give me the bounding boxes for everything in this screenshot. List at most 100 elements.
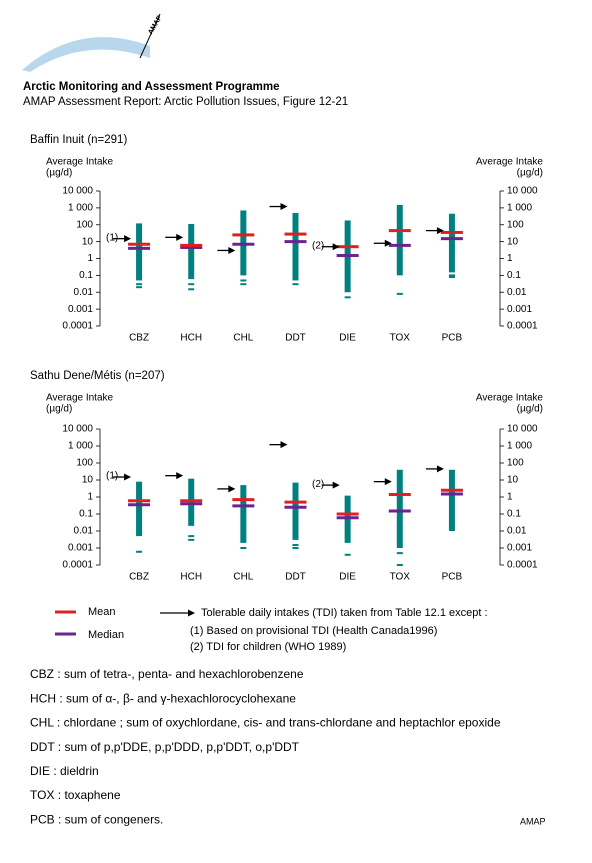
mean-mark	[284, 500, 307, 504]
tdi-arrow	[113, 473, 132, 481]
outlier	[344, 553, 351, 556]
arrow-head	[384, 239, 392, 247]
arrow-head	[280, 441, 288, 449]
range-bar	[136, 481, 143, 537]
y2-tick-label: 0.001	[507, 543, 532, 554]
tdi-arrow	[160, 609, 195, 617]
outlier	[396, 564, 403, 566]
outlier	[136, 283, 143, 286]
annotation: (1)	[106, 232, 118, 243]
median-mark	[128, 246, 151, 250]
x-tick-label: DIE	[339, 333, 356, 344]
median-mark	[232, 242, 255, 246]
median-mark	[284, 240, 307, 244]
range-bar	[136, 223, 143, 281]
outlier	[188, 535, 195, 538]
y-tick-label: 1	[87, 253, 93, 264]
y-tick-label: 0.1	[79, 270, 93, 281]
median-mark	[440, 492, 463, 496]
mean-mark	[128, 499, 151, 503]
outlier	[344, 296, 351, 299]
arrow-head	[332, 243, 340, 251]
x-tick-label: HCH	[180, 572, 202, 583]
y2-tick-label: 0.0001	[507, 560, 538, 571]
y2-tick-label: 100	[507, 219, 524, 230]
footer: AMAP	[520, 816, 546, 826]
x-tick-label: DIE	[339, 572, 356, 583]
mean-mark	[440, 230, 463, 234]
y-axis-label: Average Intake	[46, 157, 114, 168]
y-tick-label: 0.0001	[62, 560, 93, 571]
tdi-arrow	[217, 485, 236, 493]
footnote: HCH : sum of α-, β- and γ-hexachlorocycl…	[30, 691, 296, 705]
y-tick-label: 0.01	[74, 526, 94, 537]
median-mark	[336, 254, 359, 258]
y-tick-label: 100	[76, 458, 93, 469]
arrow-head	[228, 246, 236, 254]
chart-title: Baffin Inuit (n=291)	[30, 134, 127, 146]
arrow-head	[228, 485, 236, 493]
y2-axis-label: Average Intake	[476, 393, 544, 404]
y2-tick-label: 0.1	[507, 509, 521, 520]
header-title: Arctic Monitoring and Assessment Program…	[23, 81, 279, 93]
legend-median-label: Median	[88, 629, 124, 641]
mean-mark	[180, 243, 203, 247]
legend-tdi-label: Tolerable daily intakes (TDI) taken from…	[201, 607, 488, 619]
y2-tick-label: 0.001	[507, 304, 532, 315]
outlier	[136, 286, 143, 289]
y2-tick-label: 1 000	[507, 203, 532, 214]
outlier	[136, 550, 143, 553]
arrow-head	[124, 473, 132, 481]
y2-tick-label: 0.01	[507, 526, 527, 537]
footnote: DDT : sum of p,p'DDE, p,p'DDD, p,p'DDT, …	[30, 740, 300, 754]
arrow-head	[124, 235, 132, 243]
range-bar	[396, 204, 403, 276]
arrow-head	[384, 478, 392, 486]
annotation: (1)	[106, 471, 118, 482]
legend-tdi-note: (1) Based on provisional TDI (Health Can…	[190, 625, 437, 637]
median-mark	[180, 502, 203, 506]
range-bar	[448, 213, 455, 273]
outlier	[396, 292, 403, 295]
mean-mark	[180, 499, 203, 503]
mean-mark	[232, 233, 255, 237]
arrow-head	[176, 472, 184, 480]
x-tick-label: TOX	[390, 333, 411, 344]
y2-axis-unit: (µg/d)	[517, 168, 543, 179]
tdi-arrow	[165, 233, 184, 241]
footnote: CHL : chlordane ; sum of oxychlordane, c…	[30, 716, 501, 730]
tdi-arrow	[425, 227, 444, 235]
tdi-arrow	[373, 239, 392, 247]
arrow-head	[436, 465, 444, 473]
y-tick-label: 1	[87, 492, 93, 503]
y2-tick-label: 1	[507, 253, 513, 264]
y2-axis-label: Average Intake	[476, 157, 544, 168]
tdi-arrow	[373, 478, 392, 486]
x-tick-label: PCB	[442, 333, 463, 344]
outlier	[188, 283, 195, 286]
x-tick-label: DDT	[285, 333, 306, 344]
y-tick-label: 100	[76, 219, 93, 230]
tdi-arrow	[269, 441, 288, 449]
mean-mark	[388, 493, 411, 497]
footnote: PCB : sum of congeners.	[30, 812, 163, 826]
y-axis-unit: (µg/d)	[46, 404, 72, 415]
outlier	[240, 547, 247, 549]
x-tick-label: CHL	[233, 572, 253, 583]
mean-mark	[388, 229, 411, 233]
y2-tick-label: 10	[507, 236, 519, 247]
x-tick-label: PCB	[442, 572, 463, 583]
y2-tick-label: 0.01	[507, 287, 527, 298]
y2-tick-label: 0.1	[507, 270, 521, 281]
x-tick-label: DDT	[285, 572, 306, 583]
annotation: (2)	[312, 240, 324, 251]
tdi-arrow	[269, 203, 288, 211]
outlier	[240, 283, 247, 286]
footnote: CBZ : sum of tetra-, penta- and hexachlo…	[30, 667, 304, 681]
y-tick-label: 10	[82, 475, 94, 486]
tdi-arrow	[165, 472, 184, 480]
mean-mark	[128, 242, 151, 246]
outlier	[448, 524, 455, 527]
outlier	[188, 288, 195, 291]
